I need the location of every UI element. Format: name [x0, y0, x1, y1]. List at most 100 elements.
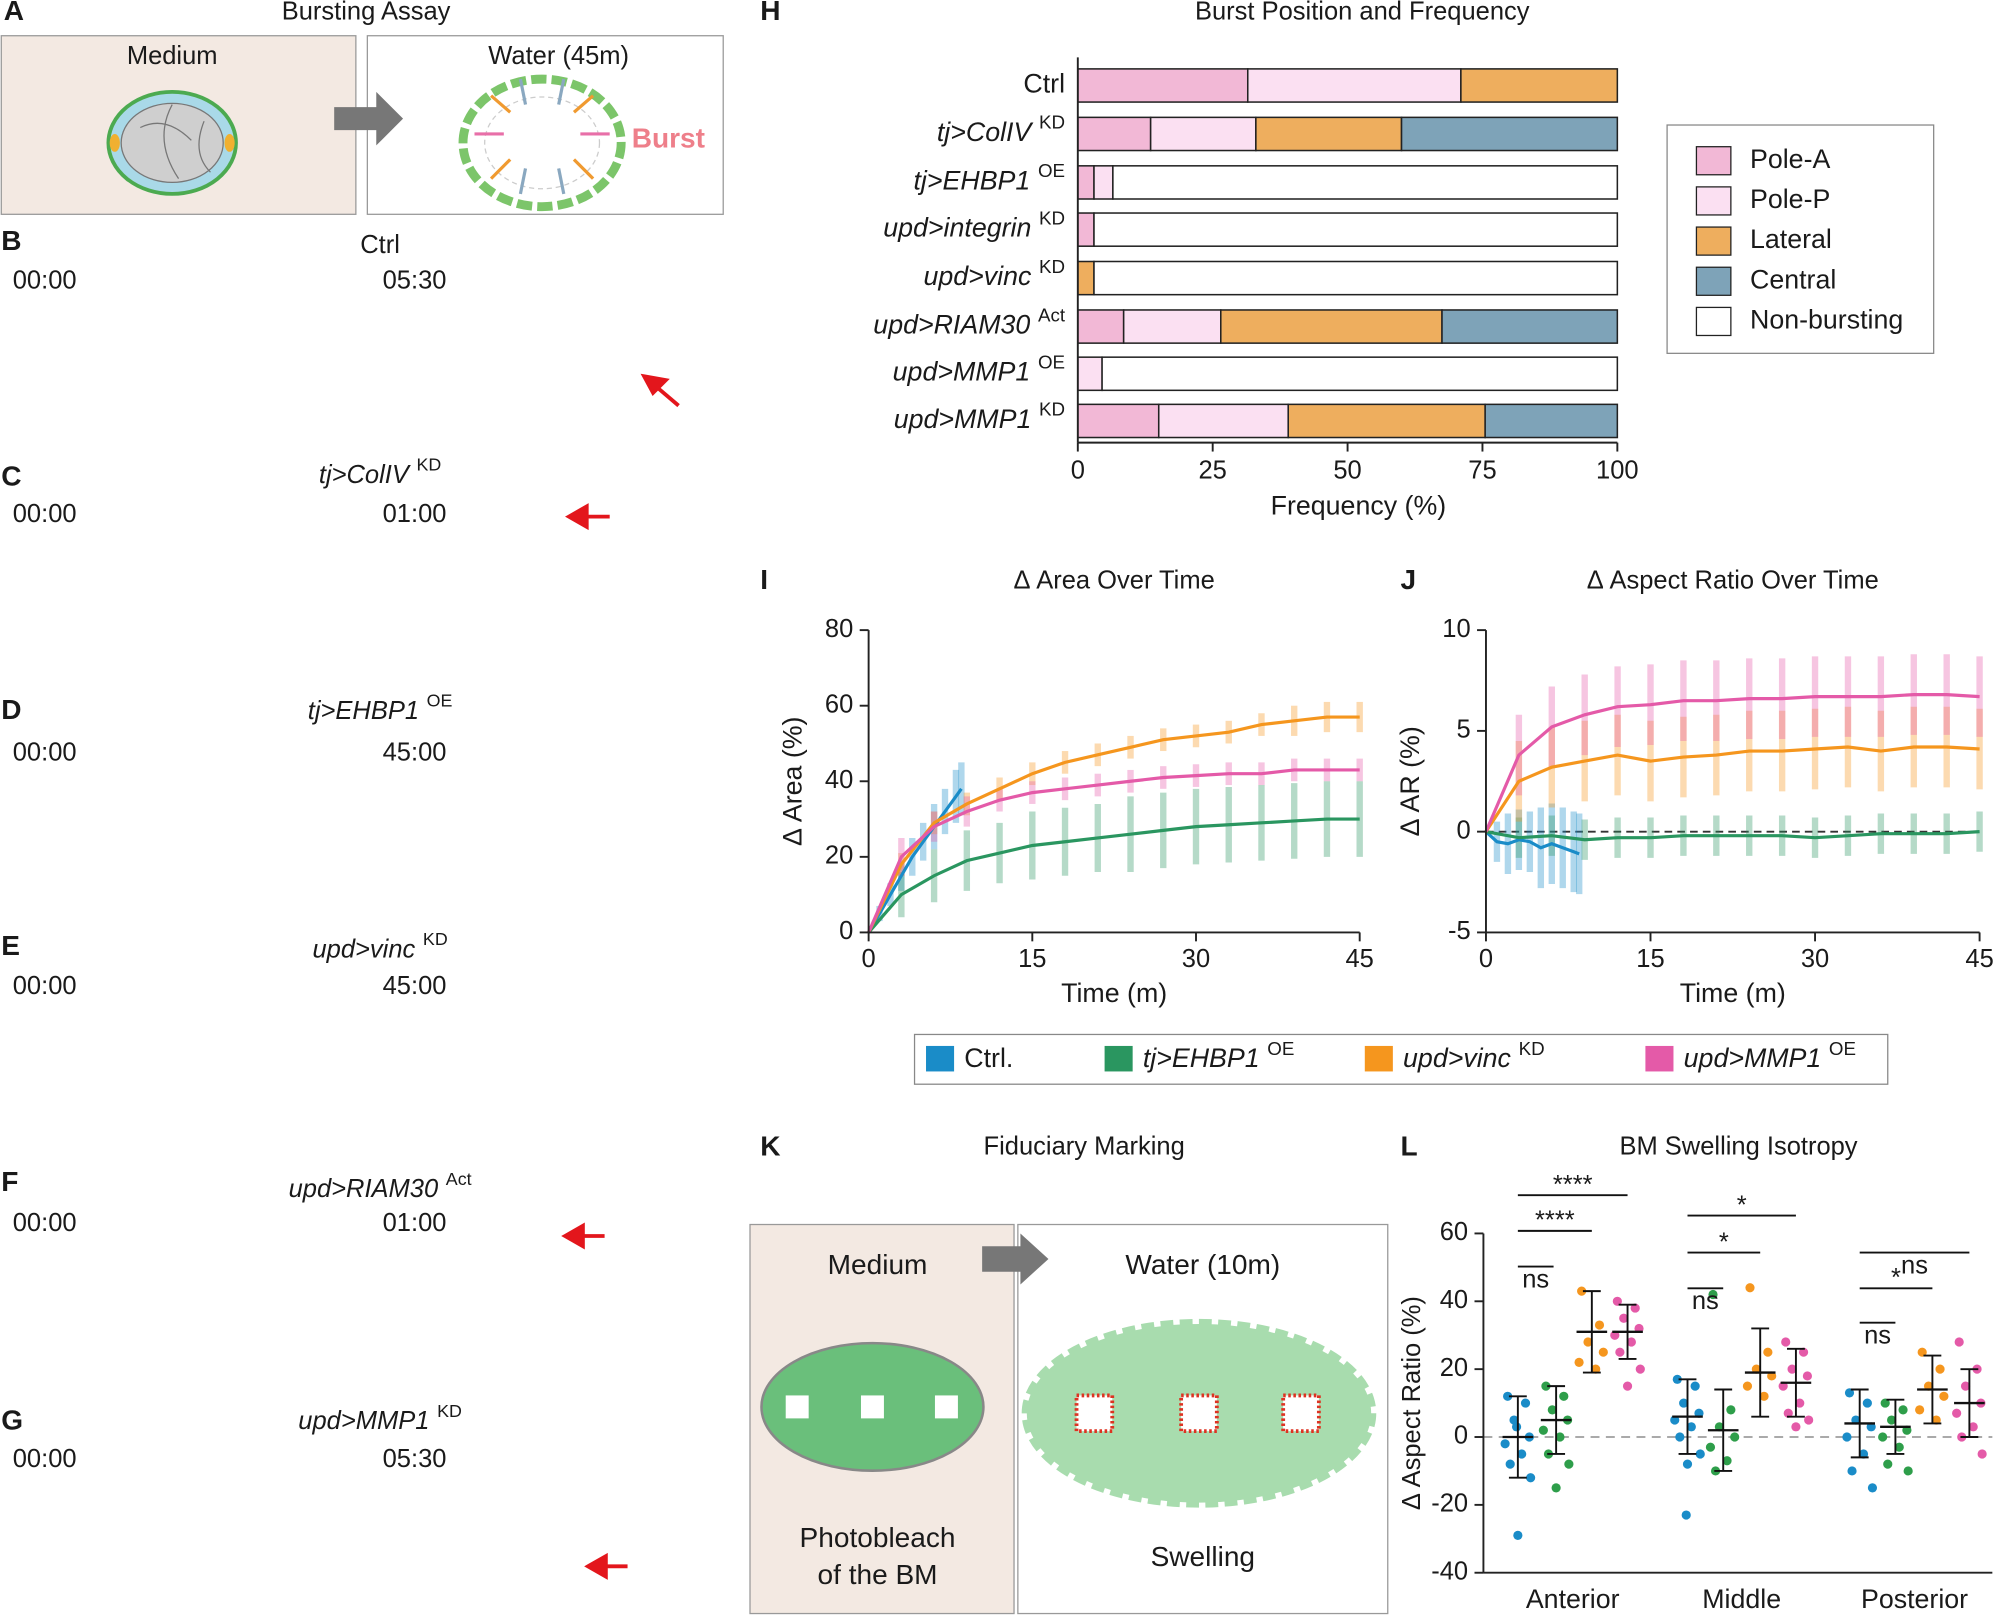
time-end: 45:00 — [383, 739, 447, 767]
data-point — [1555, 1432, 1565, 1442]
x-tick-label: 15 — [1018, 945, 1046, 973]
data-point — [1708, 1289, 1718, 1300]
y-tick-label-text: upd>RIAM30 — [873, 310, 1030, 340]
data-point — [1931, 1415, 1941, 1425]
x-tick-label: 75 — [1468, 457, 1496, 485]
bar-segment — [1400, 116, 1619, 152]
condition: upd>vinc KD — [312, 929, 447, 963]
box-label: Water (10m) — [1125, 1249, 1280, 1280]
data-point — [1787, 1364, 1797, 1374]
legend-label-text: tj>EHBP1 — [1143, 1043, 1260, 1073]
x-tick-label: 25 — [1199, 457, 1227, 485]
y-tick-label: tj>ColIV KD — [937, 112, 1065, 147]
polar-cell — [224, 133, 235, 152]
panel-letter: D — [1, 694, 21, 725]
condition-text: upd>vinc — [312, 935, 415, 963]
data-point — [1559, 1391, 1569, 1401]
y-tick-label: 20 — [1440, 1354, 1468, 1382]
data-point — [1883, 1459, 1893, 1469]
egg-interior — [120, 102, 224, 184]
y-tick-label: -5 — [1448, 917, 1471, 945]
data-point — [1968, 1422, 1978, 1432]
data-point — [1630, 1303, 1640, 1313]
panel-letter: C — [1, 461, 21, 492]
bar-segment — [1220, 309, 1443, 344]
time-end: 05:30 — [383, 1445, 447, 1473]
significance-label: **** — [1535, 1207, 1575, 1235]
condition-text: upd>MMP1 — [298, 1407, 429, 1435]
data-point — [1615, 1347, 1625, 1357]
data-point — [1878, 1432, 1888, 1442]
y-tick-label-text: upd>MMP1 — [893, 357, 1031, 387]
data-point — [1679, 1398, 1689, 1408]
significance-label: ns — [1522, 1265, 1549, 1293]
data-point — [1917, 1347, 1927, 1357]
bar-segment — [1077, 116, 1152, 152]
superscript: OE — [427, 690, 453, 710]
x-tick-label: 0 — [862, 945, 876, 973]
superscript: KD — [423, 929, 448, 949]
data-point — [1583, 1337, 1593, 1347]
y-tick-label: 20 — [825, 842, 853, 870]
data-point — [1591, 1364, 1601, 1374]
legend-label: upd>MMP1 OE — [1684, 1038, 1856, 1073]
legend-swatch — [1364, 1045, 1393, 1072]
legend-swatch — [926, 1045, 955, 1072]
bar-segment — [1441, 309, 1619, 344]
bar-segment — [1101, 356, 1619, 392]
y-axis-label: Δ Aspect Ratio (%) — [1398, 1296, 1426, 1510]
series-line — [1484, 693, 1980, 833]
y-tick-label-text: Ctrl — [1023, 69, 1065, 99]
time-start: 00:00 — [13, 500, 77, 528]
y-tick-label: 40 — [825, 766, 853, 794]
bleach-mark — [860, 1395, 884, 1419]
y-tick-label: upd>RIAM30 Act — [873, 304, 1066, 339]
data-point — [1564, 1459, 1574, 1469]
y-tick-label-text: upd>integrin — [883, 213, 1031, 243]
caption: Swelling — [1151, 1541, 1255, 1572]
data-point — [1547, 1405, 1557, 1415]
box-label: Water (45m) — [488, 42, 629, 70]
significance-label: **** — [1553, 1171, 1593, 1199]
legend-label: Pole-A — [1750, 144, 1830, 174]
data-point — [1635, 1364, 1645, 1374]
data-point — [1722, 1456, 1732, 1466]
data-point — [1842, 1432, 1852, 1442]
data-point — [1798, 1347, 1809, 1357]
bar-segment — [1093, 165, 1114, 200]
y-axis-label: Δ AR (%) — [1395, 726, 1425, 836]
swollen-interior — [484, 96, 601, 190]
superscript: OE — [1038, 351, 1065, 372]
data-point — [1626, 1337, 1636, 1347]
time-start: 00:00 — [13, 972, 77, 1000]
data-point — [1526, 1473, 1536, 1483]
series-line — [867, 817, 1360, 934]
data-point — [1681, 1510, 1691, 1520]
burst-arrows — [474, 78, 610, 195]
panel-title: Bursting Assay — [282, 0, 451, 26]
data-point — [1781, 1337, 1791, 1347]
condition-text: tj>ColIV — [319, 461, 411, 489]
condition-text: tj>EHBP1 — [308, 696, 419, 724]
data-point — [1858, 1449, 1869, 1459]
significance-label: * — [1737, 1191, 1747, 1219]
panel-letter: J — [1401, 564, 1417, 595]
data-point — [1690, 1381, 1700, 1391]
y-tick-label: upd>MMP1 KD — [894, 399, 1065, 434]
legend-label: tj>EHBP1 OE — [1143, 1038, 1295, 1073]
superscript: Act — [446, 1169, 472, 1189]
condition-text: upd>RIAM30 — [289, 1175, 439, 1203]
x-axis-label: Time (m) — [1061, 978, 1167, 1008]
polar-cell — [109, 133, 120, 152]
condition: upd>RIAM30 Act — [289, 1169, 472, 1203]
x-tick-label: 30 — [1182, 945, 1210, 973]
data-point — [1763, 1347, 1773, 1357]
data-point — [1686, 1422, 1696, 1432]
data-point — [1742, 1381, 1753, 1391]
panel-letter: F — [1, 1166, 18, 1197]
x-tick-label: 45 — [1965, 945, 1993, 973]
y-tick-label: 60 — [1440, 1218, 1468, 1246]
superscript: KD — [437, 1401, 462, 1421]
bar-segment — [1460, 68, 1619, 103]
